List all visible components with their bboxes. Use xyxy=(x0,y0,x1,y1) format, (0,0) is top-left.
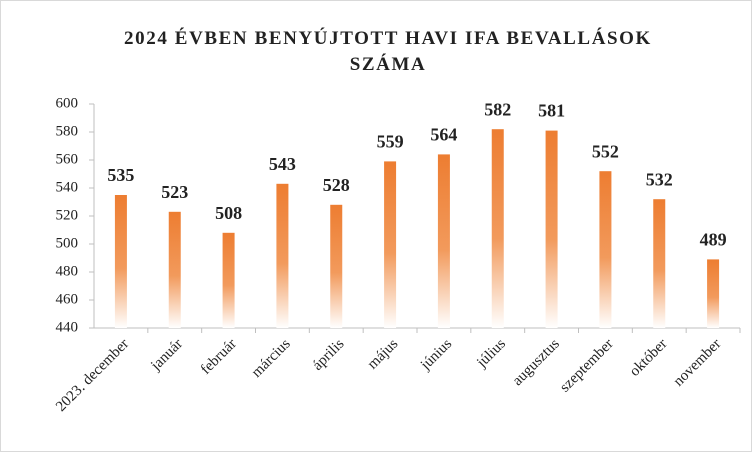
data-label: 564 xyxy=(430,125,457,145)
bar xyxy=(653,199,666,328)
y-tick-label: 520 xyxy=(56,207,79,223)
data-label: 552 xyxy=(592,141,619,161)
bar xyxy=(168,211,181,328)
x-tick-label: november xyxy=(671,336,725,390)
x-tick-label: 2023. december xyxy=(53,336,132,415)
x-tick-label: április xyxy=(310,336,348,374)
y-tick-label: 460 xyxy=(56,291,79,307)
y-tick-label: 500 xyxy=(56,235,79,251)
y-tick-label: 440 xyxy=(56,319,79,335)
data-label: 559 xyxy=(377,132,404,152)
data-label: 508 xyxy=(215,203,242,223)
bar xyxy=(276,183,289,328)
data-label: 543 xyxy=(269,154,296,174)
bar xyxy=(330,204,343,328)
x-tick-label: január xyxy=(147,336,186,375)
x-tick-label: július xyxy=(473,336,509,372)
data-label: 535 xyxy=(107,165,134,185)
x-tick-label: május xyxy=(365,336,402,373)
bar xyxy=(114,195,127,328)
x-tick-label: március xyxy=(249,336,294,381)
x-tick-label: február xyxy=(198,336,240,378)
y-tick-label: 600 xyxy=(56,95,79,111)
y-tick-label: 540 xyxy=(56,179,79,195)
x-tick-label: szeptember xyxy=(557,336,617,396)
bar xyxy=(384,161,397,328)
data-label: 528 xyxy=(323,175,350,195)
data-label: 582 xyxy=(484,99,511,119)
bar xyxy=(437,154,450,328)
bar xyxy=(491,129,504,328)
y-tick-label: 480 xyxy=(56,263,79,279)
data-label: 532 xyxy=(646,169,673,189)
x-tick-label: augusztus xyxy=(510,336,563,389)
bar xyxy=(545,130,558,328)
bar xyxy=(222,232,235,328)
y-tick-label: 580 xyxy=(56,123,79,139)
bar xyxy=(707,259,720,328)
x-tick-label: június xyxy=(417,336,455,374)
chart-title: 2024 ÉVBEN BENYÚJTOTT HAVI IFA BEVALLÁSO… xyxy=(124,28,652,75)
y-tick-label: 560 xyxy=(56,151,79,167)
data-label: 581 xyxy=(538,101,565,121)
data-label: 523 xyxy=(161,182,188,202)
data-label: 489 xyxy=(700,230,727,250)
bar xyxy=(599,171,612,328)
x-tick-label: október xyxy=(627,336,671,380)
